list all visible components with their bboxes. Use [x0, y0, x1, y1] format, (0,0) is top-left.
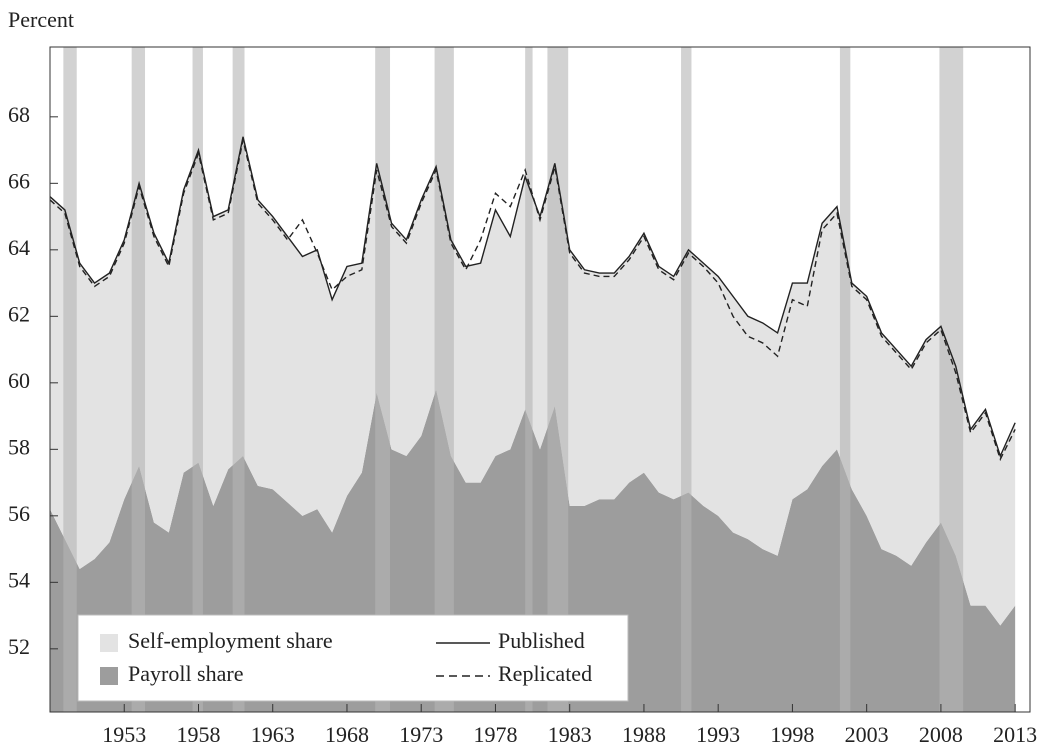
recession-band — [939, 47, 964, 712]
y-tick-label: 64 — [8, 235, 30, 260]
x-tick-label: 2003 — [845, 722, 889, 747]
y-tick-label: 58 — [8, 434, 30, 459]
x-tick-label: 1983 — [548, 722, 592, 747]
x-tick-label: 1973 — [399, 722, 443, 747]
recession-band — [375, 47, 391, 712]
legend-label: Replicated — [498, 661, 592, 686]
recession-band — [63, 47, 77, 712]
x-tick-label: 2008 — [919, 722, 963, 747]
recession-band — [681, 47, 692, 712]
x-tick-label: 1953 — [102, 722, 146, 747]
legend-swatch — [100, 667, 118, 685]
y-tick-label: 54 — [8, 567, 30, 592]
plot-frame — [49, 46, 1031, 713]
legend-swatch — [100, 634, 118, 652]
line — [50, 136, 1016, 458]
line — [50, 139, 1016, 462]
recession-band — [525, 47, 533, 712]
x-tick-label: 1998 — [770, 722, 814, 747]
plot-layer — [50, 47, 1016, 712]
x-tick-label: 1958 — [176, 722, 220, 747]
x-tick-label: 1978 — [473, 722, 517, 747]
y-tick-label: 66 — [8, 168, 30, 193]
x-tick-label: 1988 — [622, 722, 666, 747]
legend-label: Payroll share — [128, 661, 243, 686]
y-tick-label: 68 — [8, 102, 30, 127]
y-tick-label: 56 — [8, 501, 30, 526]
x-tick-label: 1993 — [696, 722, 740, 747]
legend-label: Published — [498, 628, 585, 653]
recession-band — [434, 47, 454, 712]
y-tick-label: 62 — [8, 301, 30, 326]
legend-box — [77, 614, 629, 702]
recession-band — [232, 47, 245, 712]
recession-band — [131, 47, 146, 712]
y-tick-label: 52 — [8, 634, 30, 659]
x-tick-label: 1963 — [251, 722, 295, 747]
legend-label: Self-employment share — [128, 628, 333, 653]
y-axis-label: Percent — [8, 7, 74, 32]
recession-band — [839, 47, 851, 712]
recession-band — [547, 47, 569, 712]
recession-band — [192, 47, 203, 712]
y-tick-label: 60 — [8, 368, 30, 393]
x-tick-label: 2013 — [993, 722, 1037, 747]
x-tick-label: 1968 — [325, 722, 369, 747]
